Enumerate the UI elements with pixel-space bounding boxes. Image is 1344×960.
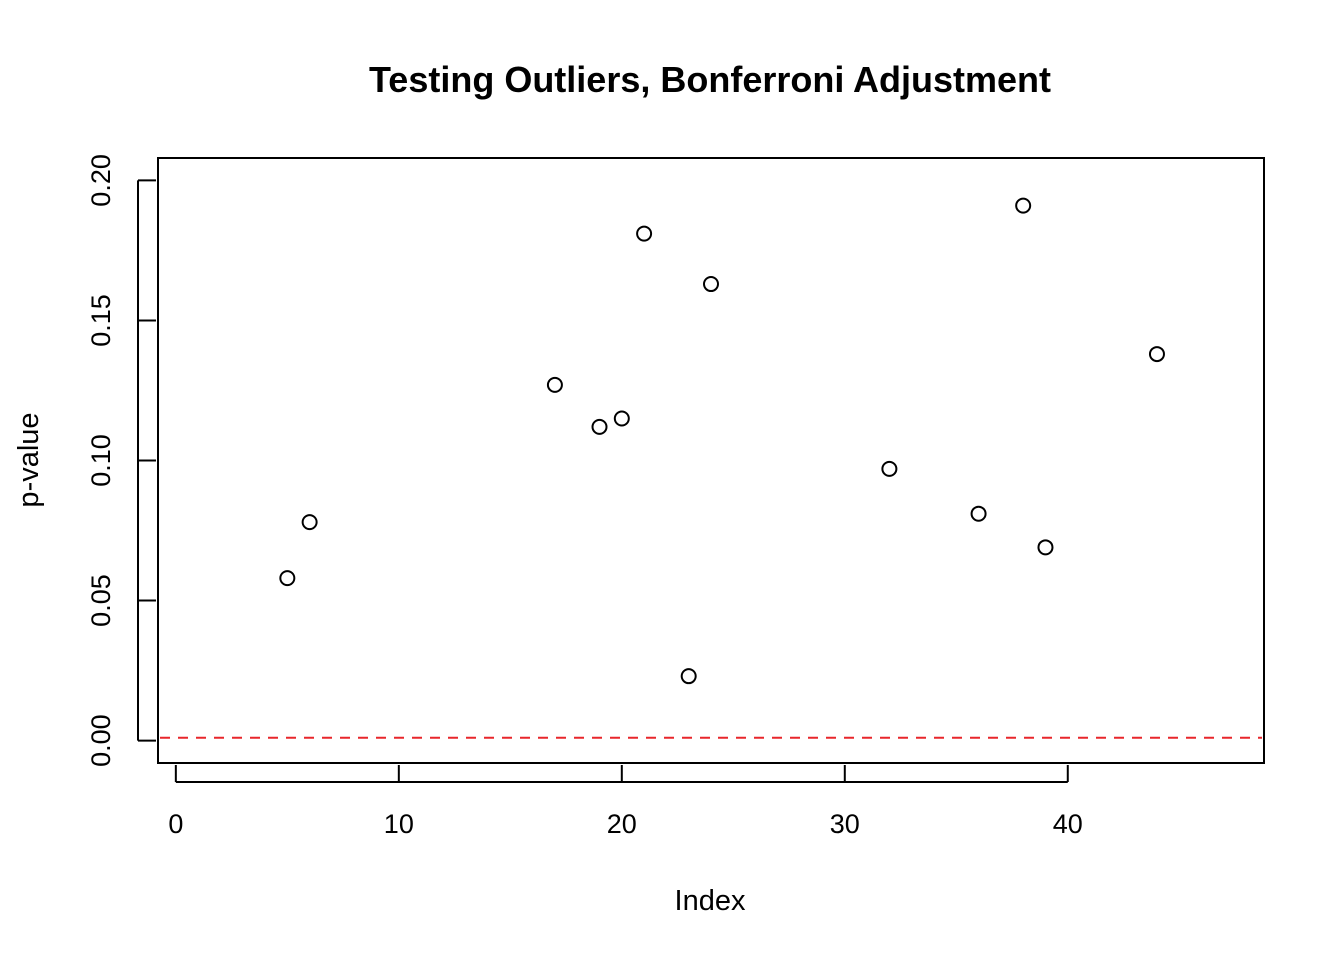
data-point: [301, 514, 318, 531]
data-point: [1148, 346, 1165, 363]
y-tick-label: 0.20: [86, 154, 116, 207]
data-point: [680, 668, 697, 685]
data-point: [279, 570, 296, 587]
x-tick-label: 0: [168, 809, 183, 839]
x-axis-label: Index: [675, 885, 746, 917]
y-tick-label: 0.05: [86, 574, 116, 627]
data-point: [1037, 539, 1054, 556]
plot-frame: [157, 157, 1265, 764]
y-tick-label: 0.15: [86, 294, 116, 347]
data-point: [970, 505, 987, 522]
data-point: [703, 276, 719, 293]
data-point: [591, 418, 608, 435]
data-point: [636, 225, 653, 242]
y-axis: 0.00 0.05 0.10 0.15 0.20: [86, 154, 156, 767]
x-tick-label: 20: [607, 809, 637, 839]
y-tick-label: 0.00: [86, 714, 116, 767]
x-tick-label: 10: [384, 809, 414, 839]
x-tick-label: 40: [1053, 809, 1083, 839]
y-axis-label: p-value: [13, 412, 45, 507]
data-point: [546, 376, 563, 393]
chart-title: Testing Outliers, Bonferroni Adjustment: [369, 59, 1051, 100]
x-axis: 0 10 20 30 40: [168, 765, 1083, 839]
data-point: [613, 410, 630, 427]
x-tick-label: 30: [830, 809, 860, 839]
points-layer: [279, 197, 1165, 685]
y-tick-label: 0.10: [86, 434, 116, 487]
data-point: [1015, 197, 1032, 214]
data-point: [881, 460, 898, 477]
